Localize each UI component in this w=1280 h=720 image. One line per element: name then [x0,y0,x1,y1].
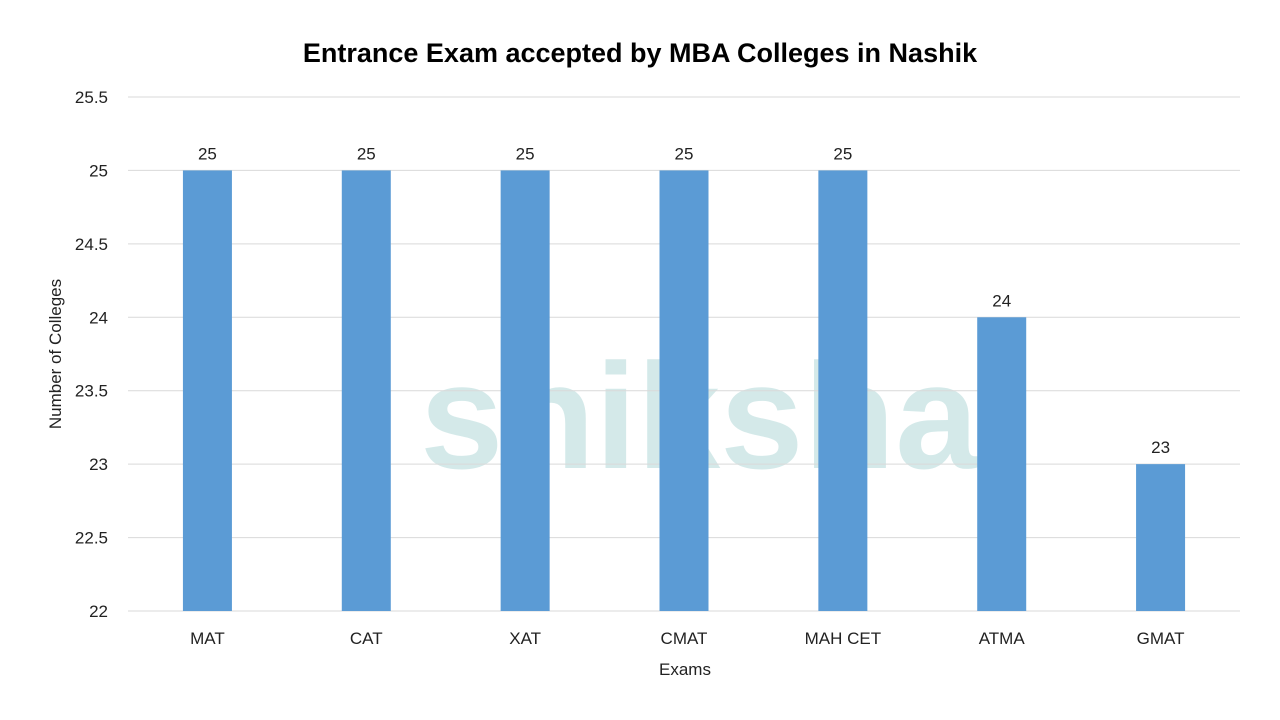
data-label: 23 [1151,438,1170,457]
x-tick-label: CMAT [661,629,708,648]
y-tick-label: 23 [89,455,108,474]
y-tick-label: 22.5 [75,529,108,548]
x-tick-label: XAT [509,629,541,648]
data-label: 24 [992,291,1011,310]
data-label: 25 [357,144,376,163]
data-label: 25 [516,144,535,163]
x-tick-label: MAH CET [805,629,882,648]
x-tick-label: ATMA [979,629,1026,648]
bar-atma [977,317,1027,611]
x-tick-label: CAT [350,629,383,648]
bar-gmat [1136,464,1186,611]
y-tick-label: 25 [89,161,108,180]
y-tick-label: 23.5 [75,382,108,401]
data-label: 25 [198,144,217,163]
y-tick-label: 22 [89,602,108,621]
bar-xat [500,170,550,611]
y-tick-label: 24 [89,308,108,327]
bar-mah-cet [818,170,868,611]
bar-cat [341,170,391,611]
bar-cmat [659,170,709,611]
y-tick-label: 24.5 [75,235,108,254]
bar-mat [182,170,232,611]
data-label: 25 [675,144,694,163]
x-tick-label: MAT [190,629,225,648]
data-label: 25 [833,144,852,163]
x-tick-label: GMAT [1137,629,1185,648]
y-tick-label: 25.5 [75,88,108,107]
chart-title: Entrance Exam accepted by MBA Colleges i… [302,38,978,68]
x-axis-title: Exams [659,660,711,679]
y-axis-title: Number of Colleges [46,279,65,429]
